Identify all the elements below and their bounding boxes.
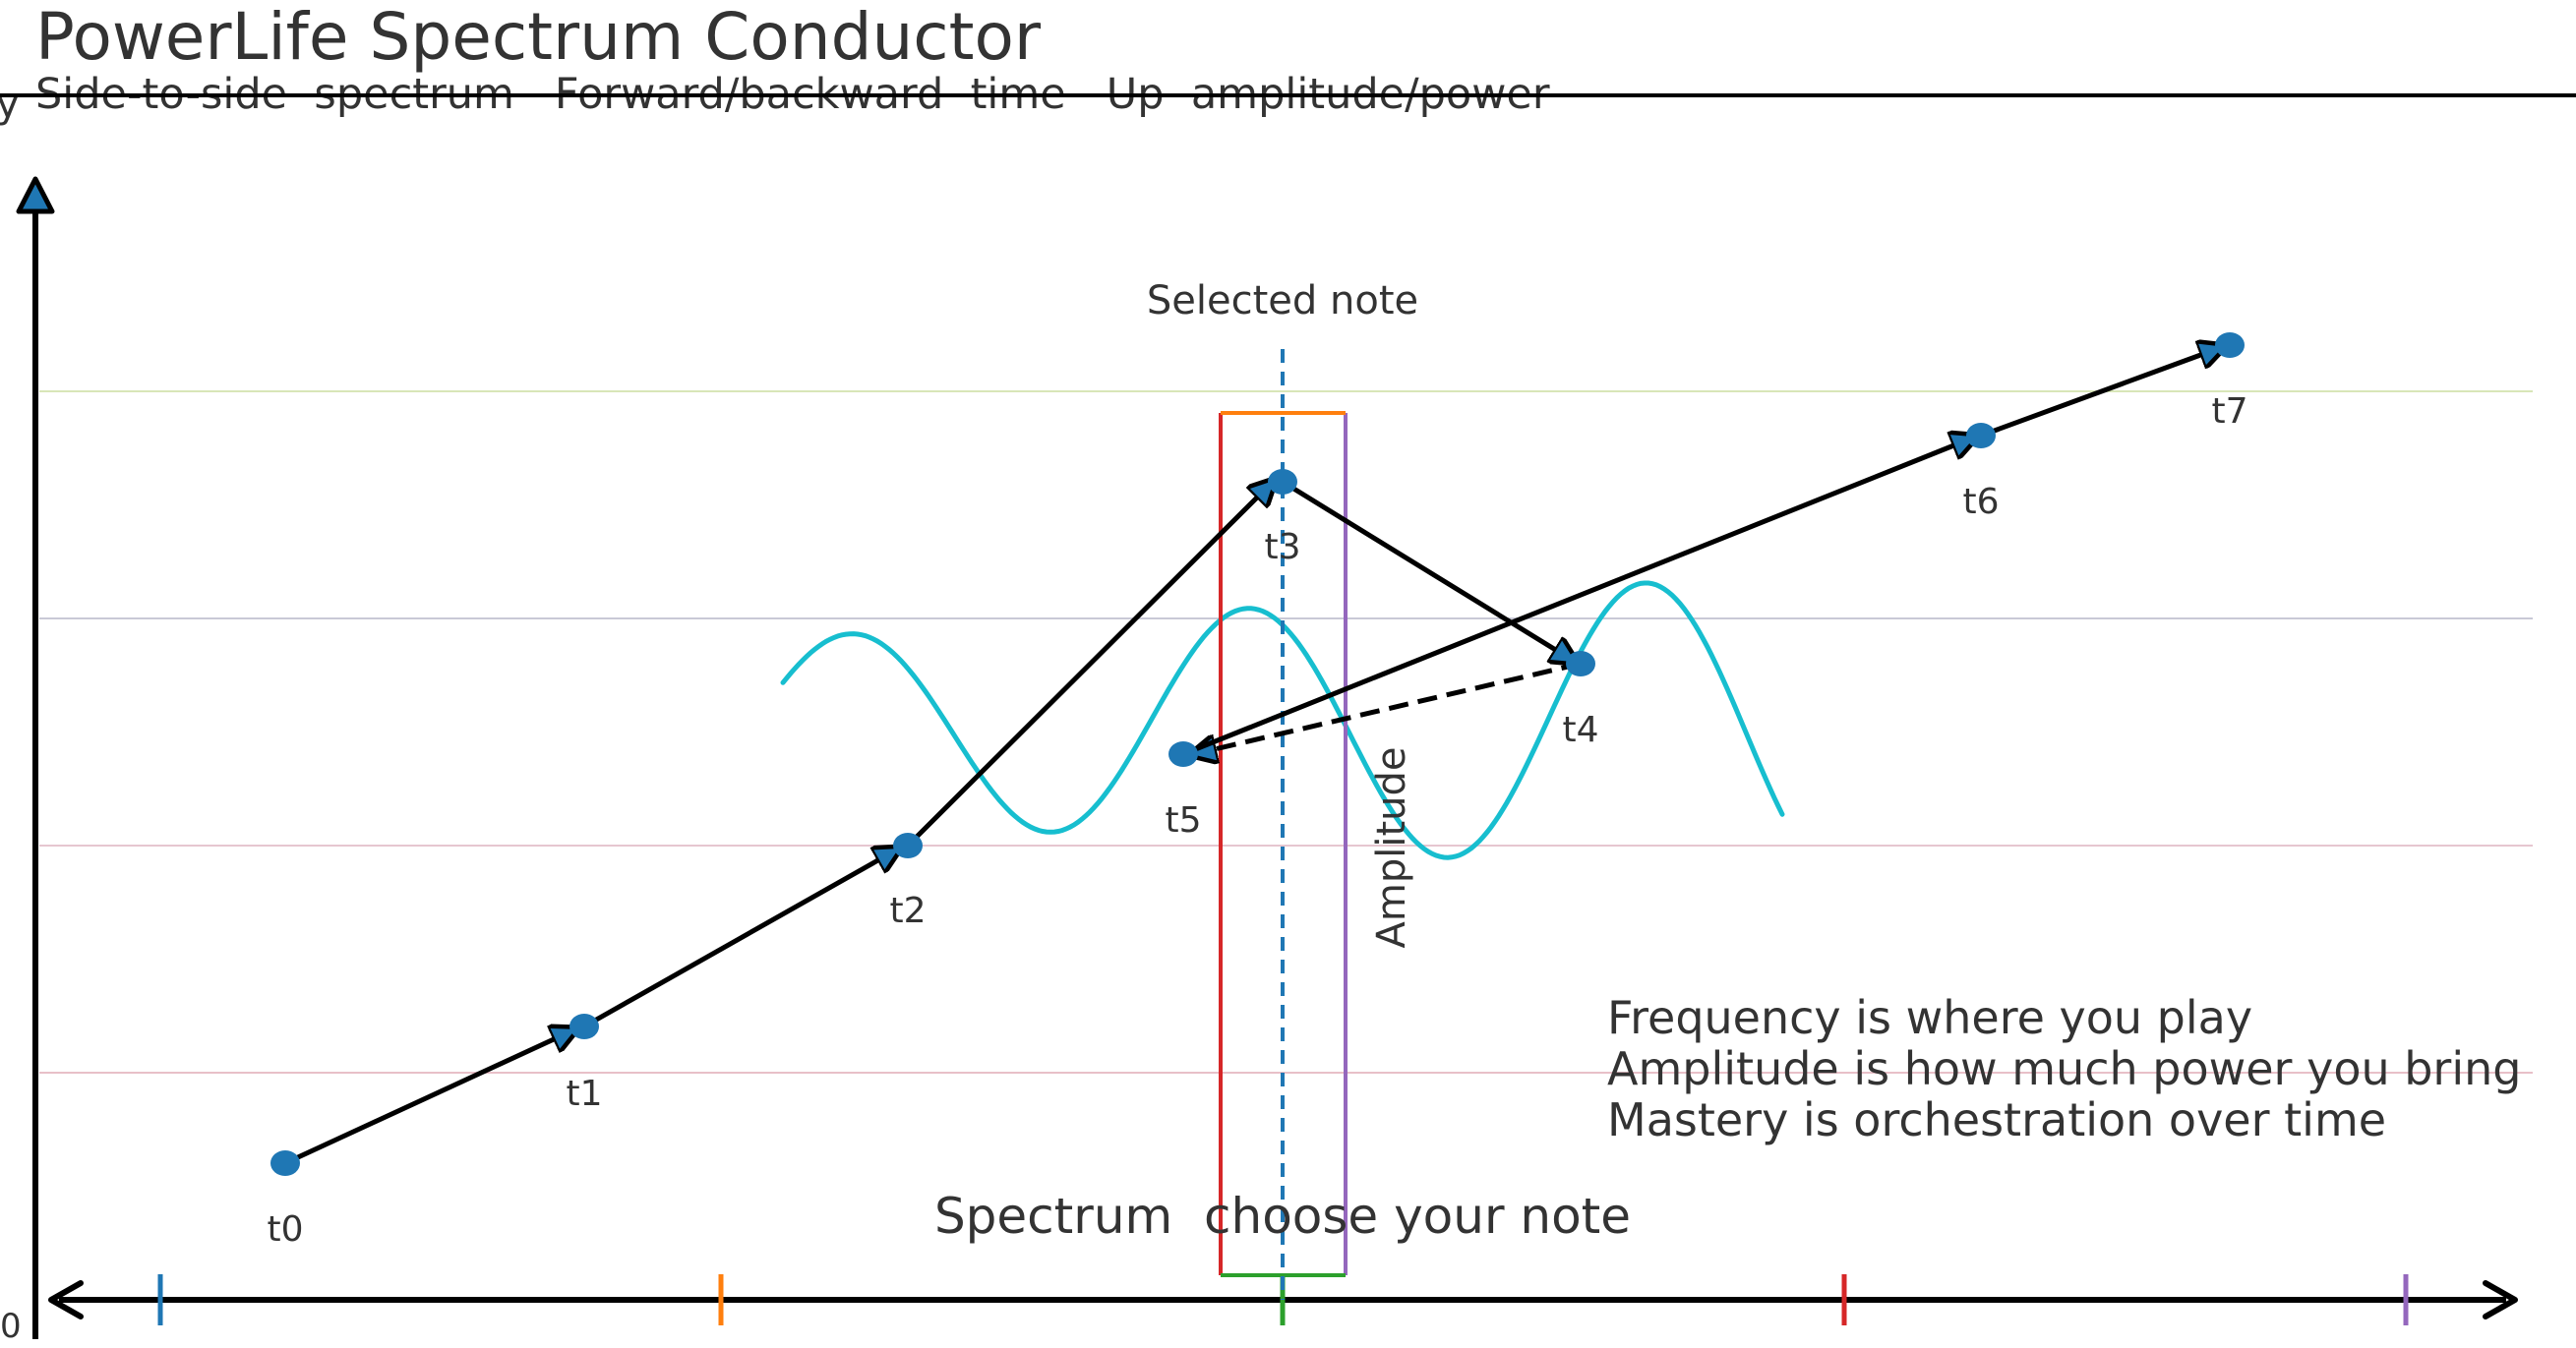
spectrum-axis-right-arrowhead [2483,1280,2518,1319]
origin-label: 0 [0,1307,22,1346]
note-line: Amplitude is how much power you bring [1607,1042,2521,1095]
timeline-segment [582,853,890,1029]
timeline-point [893,833,923,858]
timeline-point-label: t6 [1962,482,1999,522]
timeline-segment [1980,350,2214,439]
spectrum-label: Spectrum choose your note [934,1188,1631,1245]
timeline-point-label: t4 [1562,710,1598,750]
timeline-path [283,350,2214,1166]
selected-note-band [1219,411,1348,1277]
timeline-segment [283,1033,567,1166]
selected-note-label: Selected note [1147,278,1418,323]
spectrum-ticks [157,1274,2409,1325]
timeline-point [569,1014,599,1039]
note-line: Mastery is orchestration over time [1607,1093,2386,1146]
grid-lines [39,390,2533,1074]
timeline-point-label: t1 [566,1074,602,1114]
timeline-point [1168,741,1198,767]
spectrum-axis-left-arrowhead [48,1280,84,1319]
timeline-segment [1182,440,1966,757]
timeline-point [270,1150,300,1176]
timeline-point-label: t5 [1165,800,1201,841]
vertical-axis-arrowhead [16,176,55,214]
explanation-notes: Frequency is where you play Amplitude is… [1607,991,2521,1146]
timeline-segment-dashed [1202,661,1582,752]
timeline-point-label: t3 [1264,527,1300,567]
timeline-point [1966,423,1996,448]
amplitude-label: Amplitude [1369,747,1414,949]
vertical-axis [16,176,55,1339]
timeline-segment [906,488,1267,848]
timeline-point-label: t2 [889,891,926,931]
timeline-point [1566,651,1595,676]
note-line: Frequency is where you play [1607,991,2252,1044]
diagram-title: PowerLife Spectrum Conductor [35,0,1041,75]
timeline-point [1268,469,1297,495]
timeline-points [270,332,2245,1176]
timeline-labels: t0 t1 t2 t3 t4 t5 t6 t7 [267,391,2247,1250]
timeline-point-label: t7 [2211,391,2247,432]
timeline-point-label: t0 [267,1209,303,1250]
timeline-point [2215,332,2245,358]
timeline-segment [1281,479,1567,657]
